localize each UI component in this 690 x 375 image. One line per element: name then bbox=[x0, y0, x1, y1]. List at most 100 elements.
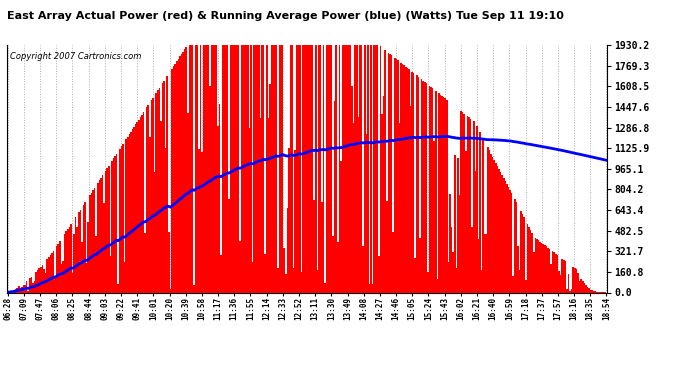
Bar bbox=[386, 201, 388, 292]
Bar bbox=[493, 160, 495, 292]
Bar bbox=[184, 49, 186, 292]
Bar bbox=[279, 45, 280, 292]
Bar bbox=[246, 45, 247, 292]
Bar bbox=[428, 86, 431, 292]
Bar bbox=[482, 138, 484, 292]
Bar bbox=[248, 128, 250, 292]
Bar bbox=[562, 258, 563, 292]
Bar bbox=[454, 155, 455, 292]
Bar bbox=[575, 270, 578, 292]
Bar bbox=[417, 77, 420, 292]
Bar bbox=[19, 288, 21, 292]
Bar bbox=[421, 79, 422, 292]
Bar bbox=[193, 285, 195, 292]
Bar bbox=[268, 118, 269, 292]
Bar bbox=[258, 45, 259, 292]
Bar bbox=[546, 246, 547, 292]
Bar bbox=[470, 118, 471, 292]
Bar bbox=[100, 178, 101, 292]
Bar bbox=[473, 121, 475, 292]
Bar bbox=[112, 159, 115, 292]
Bar bbox=[384, 50, 386, 292]
Bar bbox=[509, 190, 511, 292]
Bar bbox=[480, 132, 481, 292]
Bar bbox=[59, 241, 61, 292]
Bar bbox=[217, 126, 219, 292]
Bar bbox=[17, 288, 18, 292]
Bar bbox=[266, 45, 268, 292]
Bar bbox=[323, 45, 324, 292]
Bar bbox=[310, 45, 312, 292]
Bar bbox=[307, 45, 308, 292]
Bar bbox=[538, 240, 540, 292]
Bar bbox=[154, 172, 155, 292]
Bar bbox=[247, 45, 248, 292]
Bar bbox=[382, 114, 383, 292]
Bar bbox=[585, 285, 586, 292]
Bar bbox=[56, 246, 57, 292]
Bar bbox=[280, 45, 282, 292]
Bar bbox=[471, 227, 473, 292]
Bar bbox=[367, 45, 368, 292]
Bar bbox=[35, 272, 37, 292]
Bar bbox=[335, 45, 337, 292]
Bar bbox=[306, 45, 307, 292]
Bar bbox=[21, 288, 23, 292]
Bar bbox=[553, 252, 555, 292]
Bar bbox=[498, 169, 500, 292]
Bar bbox=[391, 55, 393, 292]
Bar bbox=[139, 117, 141, 292]
Bar bbox=[285, 274, 286, 292]
Bar bbox=[497, 166, 498, 292]
Bar bbox=[13, 290, 14, 292]
Bar bbox=[346, 45, 348, 292]
Bar bbox=[179, 56, 181, 292]
Bar bbox=[72, 273, 73, 292]
Bar bbox=[513, 276, 514, 292]
Bar bbox=[231, 45, 233, 292]
Bar bbox=[226, 45, 228, 292]
Bar bbox=[459, 195, 460, 292]
Bar bbox=[489, 150, 491, 292]
Bar bbox=[476, 126, 477, 292]
Bar bbox=[79, 210, 81, 292]
Bar bbox=[150, 100, 152, 292]
Bar bbox=[590, 290, 591, 292]
Bar bbox=[90, 192, 92, 292]
Bar bbox=[14, 289, 17, 292]
Bar bbox=[540, 242, 541, 292]
Bar bbox=[48, 257, 50, 292]
Text: Copyright 2007 Cartronics.com: Copyright 2007 Cartronics.com bbox=[10, 53, 141, 62]
Bar bbox=[413, 73, 415, 292]
Bar bbox=[466, 116, 469, 292]
Bar bbox=[337, 242, 339, 292]
Bar bbox=[86, 263, 88, 292]
Bar bbox=[404, 65, 405, 292]
Bar bbox=[89, 195, 90, 292]
Bar bbox=[133, 127, 135, 292]
Bar bbox=[18, 286, 19, 292]
Bar bbox=[10, 291, 12, 292]
Bar bbox=[547, 248, 549, 292]
Bar bbox=[62, 261, 63, 292]
Bar bbox=[574, 268, 575, 292]
Bar bbox=[551, 264, 552, 292]
Bar bbox=[274, 45, 275, 292]
Bar bbox=[220, 255, 221, 292]
Bar bbox=[530, 230, 531, 292]
Bar bbox=[40, 267, 41, 292]
Bar bbox=[233, 45, 235, 292]
Bar bbox=[286, 208, 288, 292]
Bar bbox=[520, 211, 522, 292]
Bar bbox=[239, 242, 241, 292]
Bar bbox=[506, 184, 508, 292]
Bar bbox=[237, 45, 239, 292]
Bar bbox=[219, 104, 220, 292]
Bar bbox=[181, 54, 182, 292]
Bar bbox=[433, 141, 435, 292]
Bar bbox=[138, 120, 139, 292]
Bar bbox=[111, 161, 112, 292]
Bar bbox=[52, 251, 55, 292]
Bar bbox=[427, 272, 428, 292]
Bar bbox=[344, 45, 345, 292]
